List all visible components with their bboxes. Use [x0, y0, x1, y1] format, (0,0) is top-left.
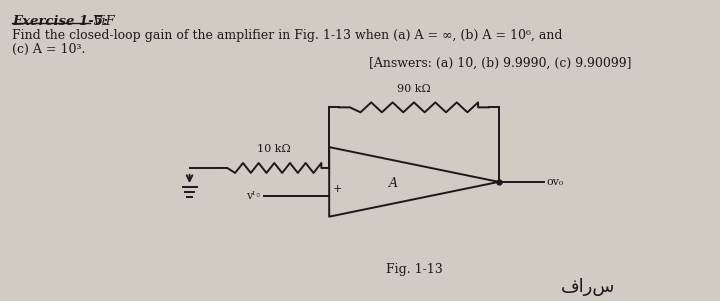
Text: ov₀: ov₀ — [546, 177, 564, 187]
Text: Find the closed-loop gain of the amplifier in Fig. 1-13 when (a) A = ∞, (b) A = : Find the closed-loop gain of the amplifi… — [12, 29, 562, 42]
Text: [Answers: (a) 10, (b) 9.9990, (c) 9.90099]: [Answers: (a) 10, (b) 9.9990, (c) 9.9009… — [369, 57, 631, 70]
Text: +: + — [333, 184, 343, 194]
Text: 10 kΩ: 10 kΩ — [258, 144, 291, 154]
Text: 90 kΩ: 90 kΩ — [397, 84, 431, 95]
Text: (c) A = 10³.: (c) A = 10³. — [12, 43, 86, 56]
Text: فارس: فارس — [562, 278, 616, 296]
Text: Exercise 1-5:: Exercise 1-5: — [12, 15, 108, 28]
Text: Fig. 1-13: Fig. 1-13 — [386, 263, 442, 276]
Text: A: A — [389, 177, 398, 190]
Text: ViF: ViF — [93, 15, 116, 28]
Text: vᴵ◦: vᴵ◦ — [246, 191, 261, 201]
